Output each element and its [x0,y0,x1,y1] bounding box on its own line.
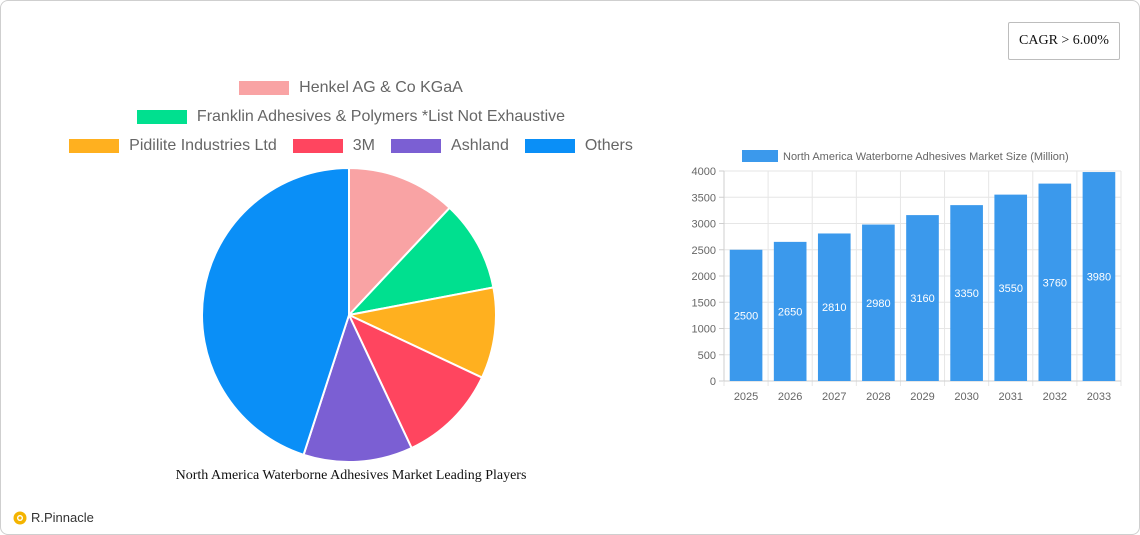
pie-legend: Henkel AG & Co KGaA Franklin Adhesives &… [1,73,701,160]
pie-legend-row: Franklin Adhesives & Polymers *List Not … [1,102,701,131]
y-tick-label: 3500 [692,192,716,204]
bar-2026[interactable] [773,241,807,381]
x-tick-label: 2032 [1043,391,1067,403]
bar-data-label: 3550 [998,283,1022,295]
x-tick-label: 2028 [866,391,890,403]
bar-data-label: 3760 [1043,277,1067,289]
x-tick-label: 2027 [822,391,846,403]
bar-data-label: 3350 [954,288,978,300]
legend-label-others: Others [584,136,633,154]
brand-logo: R.Pinnacle [13,510,94,525]
bar-2030[interactable] [950,205,983,381]
bar-legend-label: North America Waterborne Adhesives Marke… [783,151,1069,163]
y-tick-label: 500 [698,350,716,362]
bar-data-label: 2810 [822,302,846,314]
legend-item-others[interactable]: Others [524,136,633,155]
pie-slice-henkel[interactable] [348,166,452,318]
pie-chart [201,166,497,463]
y-tick-label: 1500 [692,297,716,309]
bar-data-label: 3160 [910,293,934,305]
pie-slice-3m[interactable] [346,312,484,450]
bar-2029[interactable] [906,215,939,381]
y-tick-label: 3000 [692,219,716,231]
legend-swatch-henkel [239,80,290,95]
pie-chart-title: North America Waterborne Adhesives Marke… [175,468,527,483]
y-tick-label: 1000 [692,324,716,336]
pie-slice-pidilite[interactable] [345,286,497,379]
legend-item-pidilite[interactable]: Pidilite Industries Ltd [69,137,277,155]
x-tick-label: 2031 [998,391,1022,403]
legend-item-ashland[interactable]: Ashland [391,137,509,155]
legend-item-franklin[interactable]: Franklin Adhesives & Polymers *List Not … [136,107,566,126]
bar-2031[interactable] [994,194,1028,381]
brand-name: R.Pinnacle [31,510,94,525]
y-tick-label: 2000 [692,271,716,283]
cagr-badge: CAGR > 6.00% [1008,22,1120,60]
y-tick-label: 2500 [692,245,716,257]
pie-slice-ashland[interactable] [302,312,413,463]
x-tick-label: 2025 [734,391,758,403]
legend-swatch-ashland [391,138,442,153]
pie-legend-row: Henkel AG & Co KGaA [1,73,701,102]
pie-slice-franklin[interactable] [346,206,495,317]
bar-2028[interactable] [862,224,895,381]
legend-label-pidilite: Pidilite Industries Ltd [129,136,277,154]
bar-data-label: 2650 [778,306,802,318]
bar-data-label: 2500 [734,310,758,322]
legend-label-henkel: Henkel AG & Co KGaA [299,78,463,96]
bar-chart: North America Waterborne Adhesives Marke… [692,150,1122,403]
pie-legend-row: Pidilite Industries Ltd 3M Ashland Other… [1,131,701,160]
y-tick-label: 0 [710,376,716,388]
bar-data-label: 2980 [866,298,890,310]
x-tick-label: 2029 [910,391,934,403]
x-tick-label: 2033 [1087,391,1111,403]
bar-2025[interactable] [729,249,763,381]
x-tick-label: 2030 [954,391,978,403]
y-tick-label: 4000 [692,166,716,178]
legend-swatch-3m [292,138,343,153]
bar-2033[interactable] [1082,172,1116,381]
bar-legend[interactable]: North America Waterborne Adhesives Marke… [742,150,1069,163]
pie-slice-others[interactable] [201,166,350,457]
legend-item-henkel[interactable]: Henkel AG & Co KGaA [239,79,463,97]
legend-label-franklin: Franklin Adhesives & Polymers *List Not … [196,107,566,125]
bar-2027[interactable] [817,233,851,381]
bar-data-label: 3980 [1087,272,1111,284]
legend-swatch-franklin [136,109,187,124]
bar-2032[interactable] [1038,183,1072,381]
bar-legend-swatch [742,150,778,162]
x-tick-label: 2026 [778,391,802,403]
brand-icon [13,511,27,524]
legend-item-3m[interactable]: 3M [292,136,376,155]
legend-label-ashland: Ashland [451,136,509,154]
legend-swatch-pidilite [69,138,120,153]
legend-swatch-others [524,138,575,153]
legend-label-3m: 3M [352,136,376,154]
